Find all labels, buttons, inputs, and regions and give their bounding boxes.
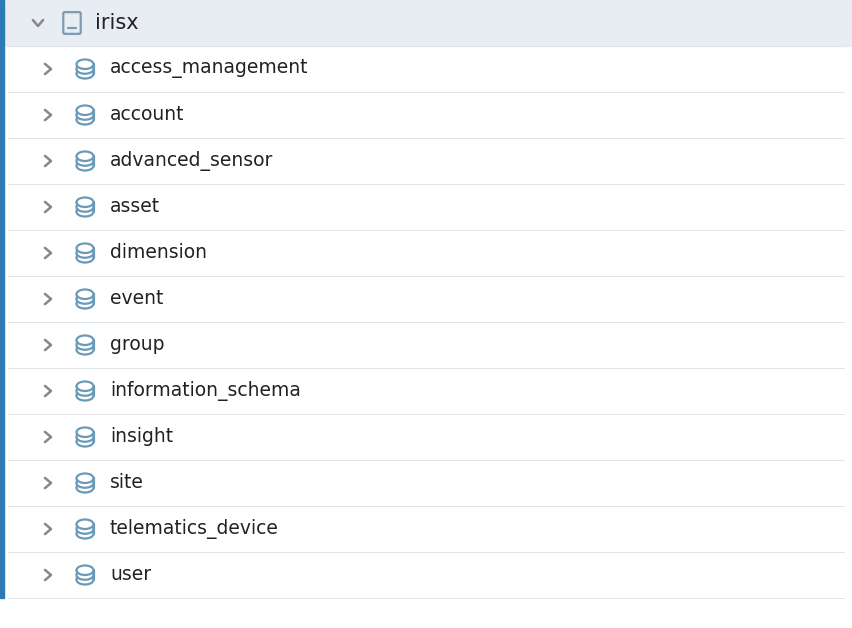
Text: irisx: irisx [95,13,139,33]
Ellipse shape [77,340,94,350]
Ellipse shape [77,570,94,580]
Ellipse shape [77,248,94,257]
Ellipse shape [77,69,94,78]
Bar [0,0,852,46]
Text: dimension: dimension [110,244,207,263]
Text: insight: insight [110,428,173,447]
Ellipse shape [77,197,94,207]
Ellipse shape [77,156,94,166]
Ellipse shape [77,524,94,534]
Text: event: event [110,290,164,308]
Ellipse shape [77,106,94,115]
Ellipse shape [77,207,94,217]
Text: access_management: access_management [110,60,308,78]
Ellipse shape [77,483,94,492]
Ellipse shape [77,479,94,488]
Ellipse shape [77,428,94,437]
Ellipse shape [77,111,94,120]
Ellipse shape [77,202,94,212]
Text: telematics_device: telematics_device [110,519,279,539]
Text: information_schema: information_schema [110,381,301,401]
Ellipse shape [77,335,94,345]
Text: asset: asset [110,197,160,217]
Ellipse shape [77,529,94,539]
Text: account: account [110,106,185,124]
Ellipse shape [77,345,94,355]
Ellipse shape [77,519,94,529]
Bar [0,0,4,598]
Ellipse shape [77,244,94,253]
Text: advanced_sensor: advanced_sensor [110,151,273,171]
Text: group: group [110,335,164,354]
Text: user: user [110,565,151,585]
Ellipse shape [77,295,94,304]
Ellipse shape [77,381,94,391]
Ellipse shape [77,151,94,161]
Text: site: site [110,474,144,492]
Ellipse shape [77,64,94,73]
Ellipse shape [77,575,94,585]
Ellipse shape [77,474,94,483]
Ellipse shape [77,432,94,441]
Ellipse shape [77,290,94,299]
Ellipse shape [77,299,94,308]
Ellipse shape [77,386,94,396]
Ellipse shape [77,437,94,447]
Ellipse shape [77,253,94,263]
Ellipse shape [77,60,94,69]
Ellipse shape [77,161,94,171]
Ellipse shape [77,565,94,575]
Ellipse shape [77,391,94,401]
Ellipse shape [77,115,94,124]
